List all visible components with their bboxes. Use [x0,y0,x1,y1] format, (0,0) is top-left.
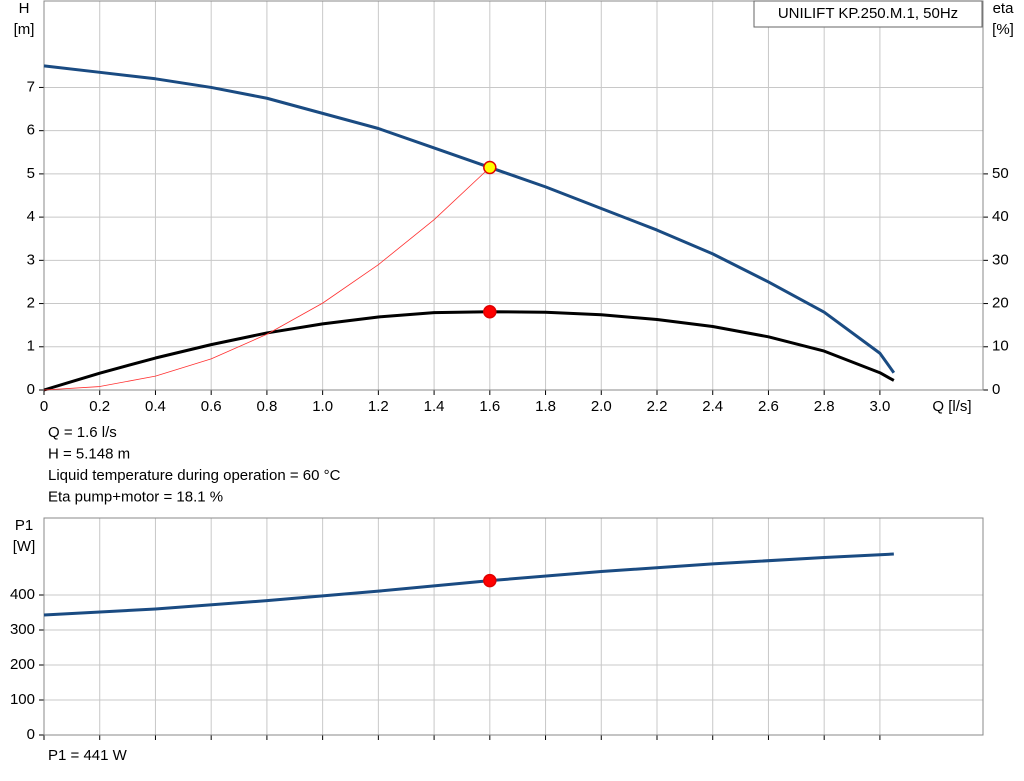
y-tick-label: 5 [27,165,35,182]
y-tick-label: 1 [27,338,35,355]
title-box [753,0,983,28]
curve [43,310,895,392]
curve [43,64,896,374]
x-tick-label: 0.6 [201,398,222,415]
x-tick-label: 0.4 [145,398,166,415]
plot-frame [43,0,984,391]
x-tick-label: 1.6 [479,398,500,415]
x-tick-label: 0 [40,398,48,415]
curve [43,167,491,391]
plot-frame [43,517,984,736]
y-axis-label: H [19,0,30,17]
y2-tick-label: 30 [992,251,1009,268]
x-tick-label: 2.6 [758,398,779,415]
y-tick-label: 7 [27,78,35,95]
x-tick-label: 1.0 [312,398,333,415]
y-tick-label: 300 [10,621,35,638]
operating-point [483,573,497,588]
curve [43,552,894,617]
chart-title: UNILIFT KP.250.M.1, 50Hz [778,5,958,22]
operating-point [483,160,497,175]
x-tick-label: 2.2 [647,398,668,415]
x-tick-label: 2.0 [591,398,612,415]
annotation: Eta pump+motor = 18.1 % [48,488,223,505]
y-axis-label: P1 [15,517,33,534]
x-tick-label: 1.4 [424,398,445,415]
x-tick-label: 3.0 [869,398,890,415]
y-tick-label: 2 [27,295,35,312]
y-tick-label: 6 [27,122,35,139]
y-tick-label: 4 [27,208,35,225]
y2-tick-label: 0 [992,381,1000,398]
y-tick-label: 0 [27,726,35,743]
y2-tick-label: 10 [992,338,1009,355]
x-tick-label: 1.8 [535,398,556,415]
x-tick-label: 2.8 [814,398,835,415]
x-axis-label: Q [l/s] [932,398,971,415]
x-tick-label: 1.2 [368,398,389,415]
annotation: Liquid temperature during operation = 60… [48,467,341,484]
x-tick-label: 0.2 [89,398,110,415]
y-tick-label: 0 [27,381,35,398]
y-tick-label: 200 [10,656,35,673]
x-tick-label: 0.8 [256,398,277,415]
y-axis-label: [W] [13,538,36,555]
y2-tick-label: 40 [992,208,1009,225]
y-tick-label: 400 [10,586,35,603]
y-tick-label: 3 [27,251,35,268]
y-tick-label: 100 [10,691,35,708]
operating-point [483,305,497,319]
y2-tick-label: 20 [992,295,1009,312]
x-tick-label: 2.4 [702,398,723,415]
annotation: P1 = 441 W [48,747,128,764]
y2-axis-label: eta [993,0,1015,17]
y-axis-label: [m] [14,21,35,38]
annotation: H = 5.148 m [48,445,130,462]
y2-tick-label: 50 [992,165,1009,182]
annotation: Q = 1.6 l/s [48,424,117,441]
y2-axis-label: [%] [992,21,1014,38]
